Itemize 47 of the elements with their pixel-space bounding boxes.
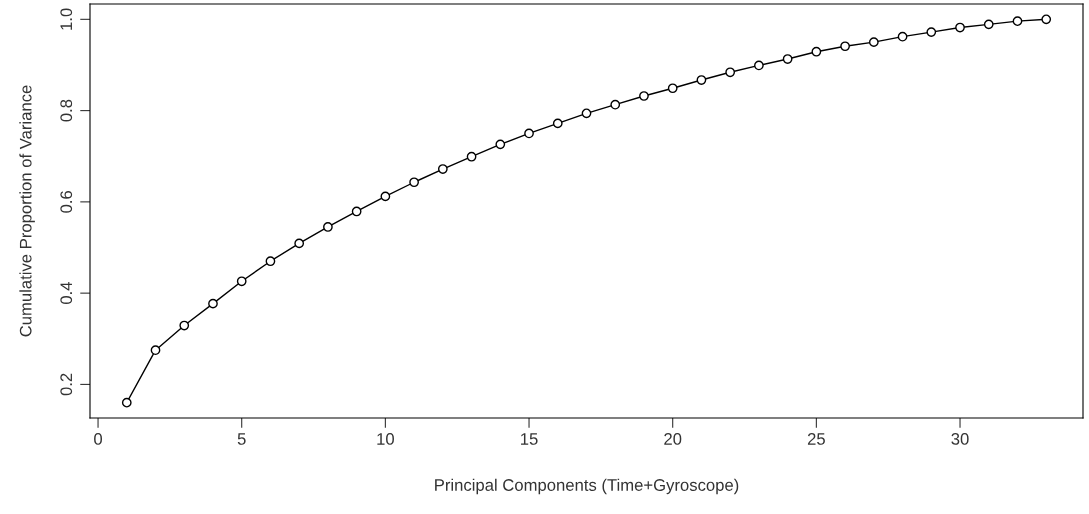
y-tick-label: 0.8 <box>60 99 73 122</box>
point <box>524 128 534 139</box>
point <box>1012 16 1023 27</box>
y-tick-label: 0.2 <box>60 373 73 396</box>
point <box>983 19 994 30</box>
point <box>437 164 448 174</box>
x-tick-label: 15 <box>521 433 538 445</box>
point <box>1041 14 1052 25</box>
point <box>323 222 333 232</box>
point <box>581 108 592 119</box>
y-tick-label: 0.4 <box>60 282 73 305</box>
point <box>639 91 649 101</box>
point <box>754 60 764 71</box>
x-axis-title: Principal Components (Time+Gyroscope) <box>435 478 739 495</box>
y-axis-title: Cumulative Proportion of Variance <box>19 85 35 337</box>
point <box>208 298 218 309</box>
point <box>495 139 506 150</box>
point <box>409 177 419 188</box>
x-tick-label: 25 <box>807 433 825 445</box>
point <box>121 397 132 408</box>
point <box>150 345 161 356</box>
point <box>868 37 879 48</box>
point <box>265 256 276 267</box>
point <box>955 22 965 33</box>
x-tick-label: 5 <box>237 433 246 445</box>
point <box>236 276 247 287</box>
point <box>696 75 707 85</box>
x-tick-label: 20 <box>664 433 682 445</box>
point <box>466 151 477 162</box>
point <box>897 31 908 42</box>
point <box>811 46 822 57</box>
y-tick-label: 0.6 <box>60 191 73 213</box>
point <box>552 118 563 129</box>
x-tick-label: 30 <box>951 433 969 445</box>
y-tick-label: 1.0 <box>60 8 73 30</box>
point <box>179 320 190 331</box>
point <box>725 67 736 78</box>
point <box>294 238 305 249</box>
x-tick-label: 10 <box>377 433 394 445</box>
point <box>380 191 391 202</box>
point <box>926 27 937 37</box>
point <box>840 41 850 52</box>
point <box>782 54 793 64</box>
point <box>610 99 621 110</box>
point <box>351 206 362 217</box>
point <box>667 83 678 94</box>
x-tick-label: 0 <box>94 433 103 445</box>
